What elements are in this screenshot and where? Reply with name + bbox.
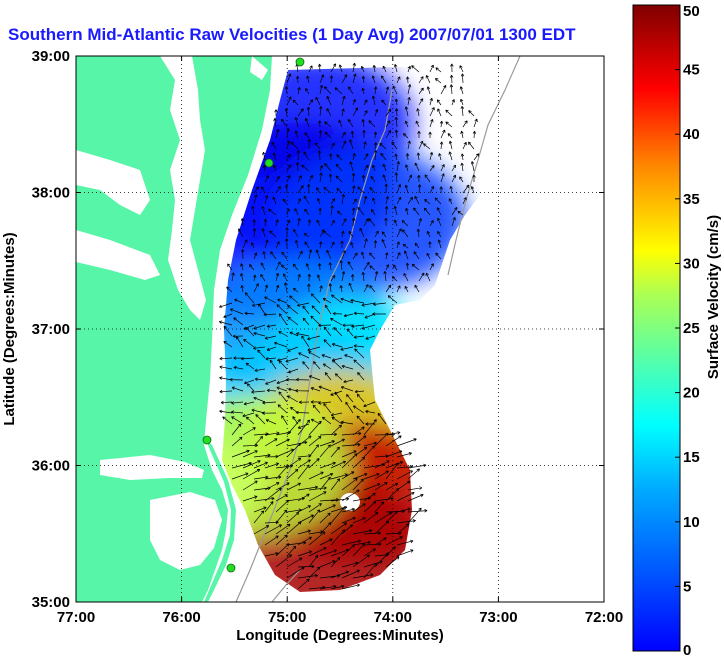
colorbar-tick-label: 40 bbox=[683, 126, 700, 143]
bathymetry-contour bbox=[271, 569, 301, 602]
y-tick-label: 35:00 bbox=[32, 594, 70, 611]
bathymetry-contour bbox=[235, 89, 393, 602]
colorbar-tick-label: 35 bbox=[683, 191, 700, 208]
x-tick-label: 76:00 bbox=[162, 609, 200, 626]
chesapeake-bay bbox=[160, 56, 206, 320]
colorbar-tick-label: 50 bbox=[683, 3, 700, 20]
radar-stations bbox=[202, 57, 305, 573]
y-tick-label: 36:00 bbox=[32, 458, 70, 475]
colorbar-tick-label: 20 bbox=[683, 385, 700, 402]
bathymetry-contours bbox=[235, 56, 521, 602]
x-axis: 77:00 76:00 75:00 74:00 73:00 72:00 bbox=[57, 56, 623, 626]
x-axis-label: Longitude (Degrees:Minutes) bbox=[236, 627, 444, 644]
x-tick-label: 74:00 bbox=[374, 609, 412, 626]
x-tick-label: 73:00 bbox=[479, 609, 517, 626]
grid-lines bbox=[76, 56, 604, 602]
colorbar-tick-label: 15 bbox=[683, 449, 700, 466]
y-tick-label: 37:00 bbox=[32, 321, 70, 338]
tidal-river bbox=[76, 230, 160, 280]
y-axis: 35:00 36:00 37:00 38:00 39:00 bbox=[32, 48, 604, 611]
y-axis-label: Latitude (Degrees:Minutes) bbox=[1, 232, 18, 425]
colorbar-tick-label: 5 bbox=[683, 578, 691, 595]
colorbar-tick-label: 10 bbox=[683, 514, 700, 531]
colorbar: 0 5 10 15 20 25 30 35 40 45 50 Surface Velocity (c… bbox=[632, 3, 722, 659]
radar-station-marker bbox=[202, 435, 212, 445]
delaware-bay bbox=[250, 56, 268, 80]
colorbar-ticks: 0 5 10 15 20 25 30 35 40 45 50 bbox=[675, 3, 700, 659]
velocity-arrows bbox=[218, 62, 480, 590]
velocity-arrow-set bbox=[218, 62, 480, 590]
albemarle-sound bbox=[100, 455, 204, 480]
y-tick-label: 38:00 bbox=[32, 185, 70, 202]
bathymetry-contour bbox=[447, 56, 521, 276]
colorbar-tick-label: 45 bbox=[683, 62, 700, 79]
radar-station-marker bbox=[264, 158, 274, 168]
chart-title: Southern Mid-Atlantic Raw Velocities (1 … bbox=[8, 25, 576, 44]
x-tick-label: 77:00 bbox=[57, 609, 95, 626]
colorbar-gradient bbox=[632, 4, 681, 652]
colorbar-tick-label: 0 bbox=[683, 642, 691, 659]
colorbar-tick-label: 25 bbox=[683, 320, 700, 337]
outer-banks bbox=[204, 440, 236, 602]
radar-station-marker bbox=[226, 563, 236, 573]
x-tick-label: 72:00 bbox=[585, 609, 623, 626]
colorbar-tick-label: 30 bbox=[683, 255, 700, 272]
pamlico-sound bbox=[150, 492, 222, 570]
radar-station-marker bbox=[295, 57, 305, 67]
y-tick-label: 39:00 bbox=[32, 48, 70, 65]
tidal-river bbox=[76, 150, 150, 215]
colorbar-label: Surface Velocity (cm/s) bbox=[705, 215, 722, 379]
x-tick-label: 75:00 bbox=[268, 609, 306, 626]
